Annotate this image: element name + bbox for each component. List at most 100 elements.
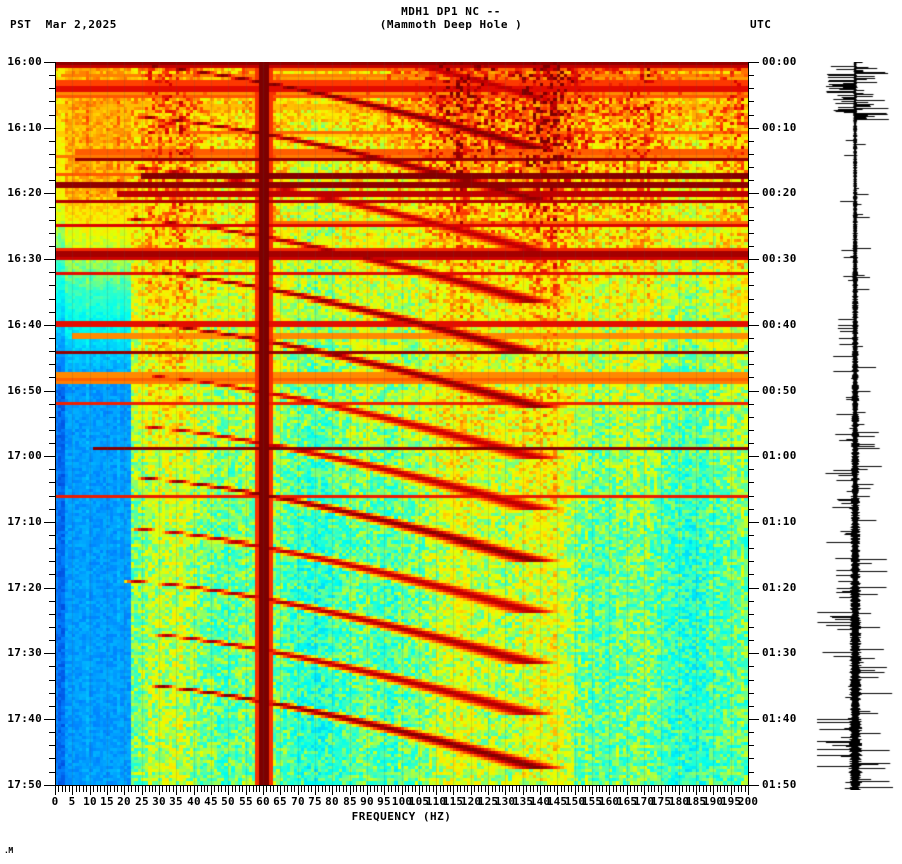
freq-tick-minor [745,786,746,792]
freq-tick-minor [440,786,441,792]
time-tick-minor-right [748,443,754,445]
time-tick-minor-left [49,548,55,550]
freq-tick-minor [311,786,312,792]
time-tick-minor-right [748,627,754,629]
freq-label: 140 [529,795,551,808]
freq-tick-minor [93,786,94,792]
time-tick-major-right [748,784,759,786]
freq-tick-major [575,786,576,795]
freq-tick-minor [239,786,240,792]
freq-tick-minor [353,786,354,792]
time-label-right: 01:10 [762,514,797,528]
freq-tick-minor [474,786,475,792]
freq-tick-minor [585,786,586,792]
freq-tick-minor [131,786,132,792]
freq-tick-minor [537,786,538,792]
freq-tick-major [332,786,333,795]
freq-tick-minor [450,786,451,792]
freq-label: 95 [377,795,391,808]
seismogram-trace[interactable] [815,62,899,790]
freq-tick-minor [481,786,482,792]
freq-tick-minor [613,786,614,792]
time-tick-minor-right [748,758,754,760]
freq-tick-minor [512,786,513,792]
time-tick-minor-left [49,745,55,747]
freq-tick-minor [634,786,635,792]
freq-tick-minor [58,786,59,792]
freq-label: 60 [256,795,270,808]
freq-tick-minor [221,786,222,792]
time-tick-minor-right [748,167,754,169]
freq-label: 50 [221,795,235,808]
freq-tick-minor [426,786,427,792]
freq-tick-major [194,786,195,795]
freq-tick-major [748,786,749,795]
freq-tick-major [298,786,299,795]
freq-tick-minor [83,786,84,792]
freq-tick-minor [97,786,98,792]
station-code-title: MDH1 DP1 NC -- [401,5,501,18]
freq-tick-major [523,786,524,795]
time-tick-minor-right [748,364,754,366]
time-label-left: 16:50 [7,383,42,397]
time-label-left: 16:30 [7,252,42,266]
spectrogram-plot[interactable] [55,62,748,785]
freq-tick-minor [665,786,666,792]
freq-tick-minor [329,786,330,792]
freq-tick-minor [374,786,375,792]
freq-label: 160 [598,795,620,808]
freq-tick-minor [554,786,555,792]
freq-label: 195 [720,795,742,808]
time-tick-minor-left [49,732,55,734]
time-tick-minor-right [748,101,754,103]
freq-tick-minor [256,786,257,792]
freq-label: 130 [494,795,516,808]
freq-label: 0 [51,795,59,808]
freq-tick-minor [155,786,156,792]
time-label-left: 17:50 [7,777,42,791]
time-tick-minor-right [748,88,754,90]
freq-tick-minor [478,786,479,792]
freq-tick-minor [135,786,136,792]
freq-tick-minor [596,786,597,792]
freq-tick-major [211,786,212,795]
freq-tick-minor [547,786,548,792]
freq-tick-minor [530,786,531,792]
freq-tick-minor [675,786,676,792]
header-timezone-left: PST [10,18,32,31]
freq-tick-minor [363,786,364,792]
time-tick-major-right [748,390,759,392]
freq-tick-minor [343,786,344,792]
time-tick-major-right [748,456,759,458]
time-tick-minor-left [49,351,55,353]
freq-label: 15 [100,795,114,808]
freq-tick-major [679,786,680,795]
time-tick-minor-right [748,272,754,274]
time-tick-minor-right [748,416,754,418]
time-label-right: 00:20 [762,186,797,200]
time-label-right: 00:00 [762,55,797,68]
freq-label: 125 [477,795,499,808]
freq-tick-minor [568,786,569,792]
freq-tick-minor [242,786,243,792]
time-tick-major-right [748,259,759,261]
freq-tick-minor [602,786,603,792]
freq-tick-minor [672,786,673,792]
time-tick-minor-right [748,574,754,576]
freq-tick-minor [693,786,694,792]
time-tick-minor-right [748,469,754,471]
freq-tick-minor [121,786,122,792]
freq-label: 35 [169,795,183,808]
time-tick-minor-left [49,206,55,208]
time-label-right: 01:00 [762,449,797,463]
freq-label: 5 [68,795,76,808]
time-tick-minor-left [49,429,55,431]
freq-tick-minor [492,786,493,792]
freq-tick-minor [682,786,683,792]
freq-tick-minor [641,786,642,792]
time-label-right: 01:20 [762,580,797,594]
freq-tick-minor [218,786,219,792]
freq-tick-minor [457,786,458,792]
freq-tick-major [627,786,628,795]
freq-label: 190 [702,795,724,808]
